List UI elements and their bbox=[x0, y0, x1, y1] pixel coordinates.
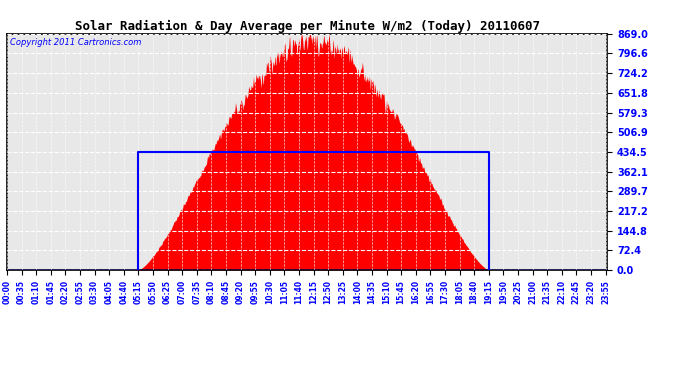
Title: Solar Radiation & Day Average per Minute W/m2 (Today) 20110607: Solar Radiation & Day Average per Minute… bbox=[75, 20, 540, 33]
Text: Copyright 2011 Cartronics.com: Copyright 2011 Cartronics.com bbox=[10, 39, 141, 48]
